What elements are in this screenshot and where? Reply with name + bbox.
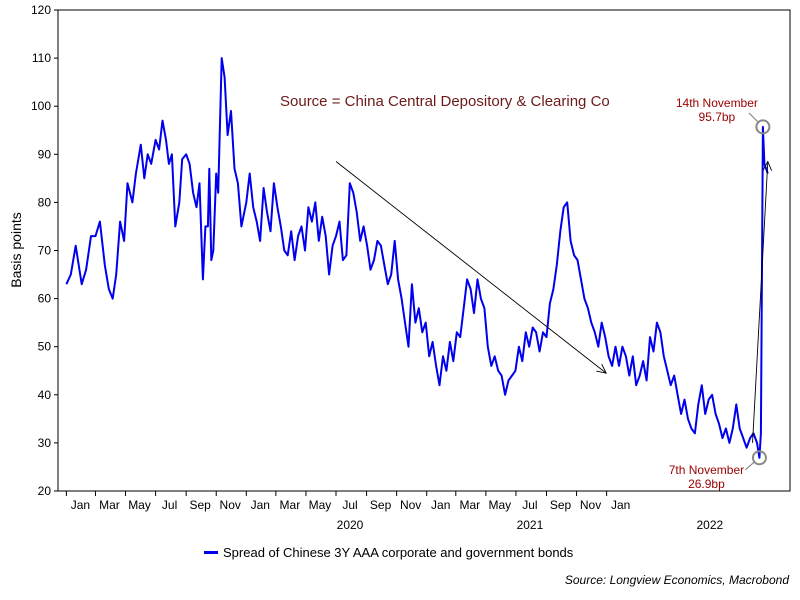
y-tick-label: 80 bbox=[38, 195, 52, 209]
x-axis: Jan Mar May Jul Sep Nov Jan Mar May Jul Sep Nov Jan M… bbox=[65, 491, 724, 532]
series-line bbox=[65, 57, 769, 459]
annotation-marker-high bbox=[755, 119, 771, 135]
x-tick-label: Nov bbox=[580, 498, 601, 512]
x-year-label: 2022 bbox=[696, 518, 723, 532]
trend-arrow-head bbox=[596, 363, 607, 374]
x-tick-label: Jan bbox=[71, 498, 90, 512]
x-tick-label: May bbox=[489, 498, 512, 512]
x-tick-label: Jan bbox=[611, 498, 630, 512]
x-tick-label: Mar bbox=[459, 498, 480, 512]
legend-swatch bbox=[204, 551, 218, 554]
x-tick-label: Jan bbox=[431, 498, 450, 512]
legend: Spread of Chinese 3Y AAA corporate and g… bbox=[204, 545, 573, 560]
x-tick-label: Sep bbox=[189, 498, 211, 512]
annotation-high-line2: 95.7bp bbox=[699, 110, 736, 124]
trend-arrow-head bbox=[762, 160, 773, 171]
x-tick-label: Jan bbox=[251, 498, 270, 512]
x-tick-label: Nov bbox=[400, 498, 421, 512]
x-tick-label: Jul bbox=[342, 498, 357, 512]
x-year-label: 2021 bbox=[517, 518, 544, 532]
trend-arrow-line bbox=[335, 161, 607, 374]
plot-border bbox=[57, 9, 791, 492]
x-tick-label: Nov bbox=[220, 498, 241, 512]
x-tick-label: Mar bbox=[99, 498, 120, 512]
source-annotation: Source = China Central Depository & Clea… bbox=[280, 93, 610, 110]
x-tick-label: Jul bbox=[162, 498, 177, 512]
x-tick-label: Sep bbox=[550, 498, 572, 512]
y-axis-title: Basis points bbox=[8, 212, 24, 287]
y-tick-label: 40 bbox=[38, 388, 52, 402]
source-credit: Source: Longview Economics, Macrobond bbox=[564, 573, 789, 587]
x-tick-label: Sep bbox=[370, 498, 392, 512]
y-tick-label: 90 bbox=[38, 147, 52, 161]
x-tick-label: Jul bbox=[522, 498, 537, 512]
trend-arrows bbox=[335, 160, 773, 443]
x-tick-label: May bbox=[309, 498, 332, 512]
y-axis: 20 30 40 50 60 70 80 90 100 110 120 bbox=[31, 3, 58, 498]
y-tick-label: 100 bbox=[31, 99, 51, 113]
y-tick-label: 110 bbox=[32, 51, 51, 65]
y-tick-label: 20 bbox=[38, 484, 52, 498]
trend-arrow-line bbox=[752, 161, 769, 443]
y-tick-label: 30 bbox=[38, 436, 52, 450]
y-tick-label: 120 bbox=[31, 3, 51, 17]
x-tick-label: Mar bbox=[280, 498, 301, 512]
annotation-leader-high bbox=[748, 112, 759, 123]
annotation-marker-low bbox=[751, 450, 767, 466]
plot-area bbox=[57, 9, 791, 492]
y-tick-label: 50 bbox=[38, 340, 52, 354]
x-tick-label: May bbox=[128, 498, 151, 512]
y-tick-label: 60 bbox=[38, 292, 52, 306]
series-layer bbox=[65, 57, 769, 459]
annotation-low-line2: 26.9bp bbox=[688, 477, 725, 491]
annotation-high-line1: 14th November bbox=[676, 96, 758, 110]
annotation-leader-low bbox=[745, 461, 755, 471]
x-year-label: 2020 bbox=[337, 518, 364, 532]
legend-label: Spread of Chinese 3Y AAA corporate and g… bbox=[223, 545, 574, 560]
y-tick-label: 70 bbox=[38, 244, 52, 258]
annotation-low-line1: 7th November bbox=[669, 463, 744, 477]
